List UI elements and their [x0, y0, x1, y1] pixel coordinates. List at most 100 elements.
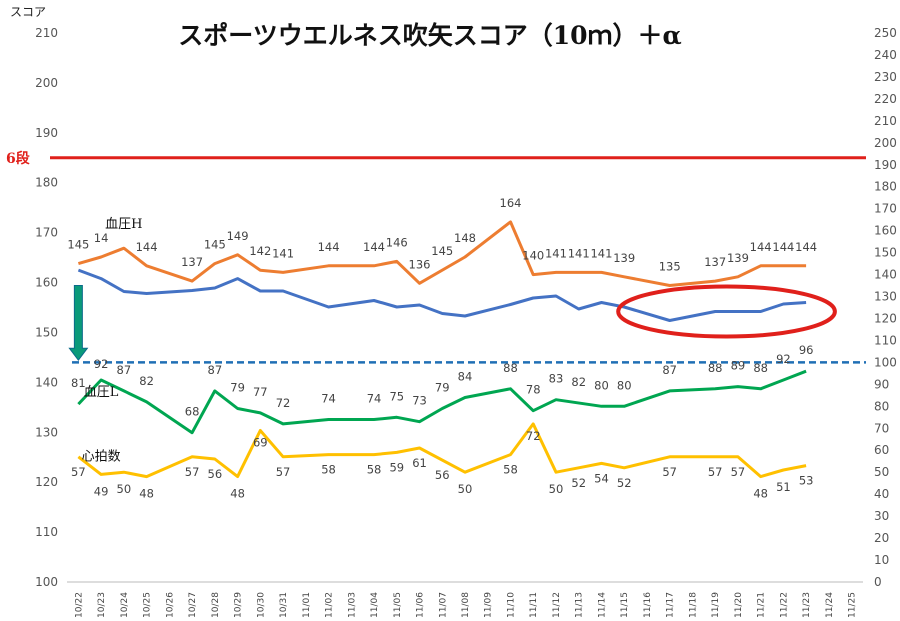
data-label: 50: [458, 482, 473, 496]
y-right-tick-label: 20: [874, 531, 889, 545]
data-label: 73: [412, 394, 427, 408]
data-label: 88: [503, 361, 518, 375]
x-tick-label: 10/28: [211, 592, 221, 618]
data-label: 139: [613, 251, 635, 265]
x-tick-label: 11/10: [506, 592, 516, 618]
y-left-tick-label: 150: [35, 325, 58, 339]
data-label: 58: [367, 463, 382, 477]
y-right-tick-label: 30: [874, 509, 889, 523]
data-label: 136: [409, 257, 431, 271]
x-tick-label: 11/12: [552, 592, 562, 618]
data-label: 141: [272, 246, 294, 260]
down-arrow-icon: [68, 285, 89, 362]
series-line: [77, 220, 807, 287]
y-right-tick-label: 70: [874, 421, 889, 435]
data-label: 135: [659, 260, 681, 274]
x-tick-label: 11/20: [734, 592, 744, 618]
y-right-tick-label: 130: [874, 290, 897, 304]
data-label: 48: [753, 487, 768, 501]
y-left-tick-label: 140: [35, 375, 58, 389]
data-label: 56: [435, 468, 450, 482]
x-tick-label: 11/04: [370, 592, 380, 618]
data-label: 68: [185, 405, 200, 419]
data-label: 56: [208, 467, 223, 481]
data-label: 141: [545, 246, 567, 260]
data-label: 141: [568, 246, 590, 260]
x-tick-label: 11/17: [666, 592, 676, 618]
data-label: 50: [549, 482, 564, 496]
reference-lines: 6段: [6, 150, 866, 364]
x-tick-label: 11/19: [711, 592, 721, 618]
y-right-tick-label: 180: [874, 180, 897, 194]
data-label: 88: [708, 361, 723, 375]
data-label: 137: [704, 255, 726, 269]
data-label: 139: [727, 251, 749, 265]
data-label: 87: [117, 363, 132, 377]
data-label: 89: [731, 359, 746, 373]
data-label: 92: [94, 357, 109, 371]
y-left-tick-label: 190: [35, 126, 58, 140]
data-label: 149: [227, 229, 249, 243]
x-tick-label: 11/25: [848, 592, 858, 618]
data-label: 48: [139, 487, 154, 501]
series-line: [77, 422, 807, 479]
data-label: 145: [431, 244, 453, 258]
data-label: 57: [662, 465, 677, 479]
data-label: 144: [136, 240, 158, 254]
y-right-tick-label: 200: [874, 136, 897, 150]
data-label: 57: [731, 465, 746, 479]
y-left-tick-label: 110: [35, 525, 58, 539]
x-tick-label: 11/06: [416, 592, 426, 618]
x-tick-label: 11/01: [302, 592, 312, 618]
y-left-tick-label: 130: [35, 425, 58, 439]
chart-title: スポーツウエルネス吹矢スコア（10ｍ）＋α: [178, 21, 682, 50]
data-label: 92: [776, 352, 791, 366]
data-label: 74: [367, 391, 382, 405]
data-label: 57: [708, 465, 723, 479]
y-right-tick-label: 210: [874, 114, 897, 128]
series-name-label: 心拍数: [82, 449, 121, 464]
y-right-tick-label: 100: [874, 355, 897, 369]
data-label: 80: [617, 378, 632, 392]
y-right-tick-label: 190: [874, 158, 897, 172]
x-tick-label: 10/27: [188, 592, 198, 618]
x-tick-label: 10/26: [165, 592, 175, 618]
data-label: 59: [389, 460, 404, 474]
data-label: 140: [522, 249, 544, 263]
x-tick-label: 11/15: [620, 592, 630, 618]
data-label: 141: [590, 246, 612, 260]
y-left-tick-label: 120: [35, 475, 58, 489]
data-label: 82: [139, 374, 154, 388]
data-label: 79: [435, 381, 450, 395]
x-tick-label: 11/18: [688, 592, 698, 618]
data-label: 96: [799, 343, 814, 357]
data-label: 52: [571, 476, 586, 490]
data-label: 144: [318, 240, 340, 254]
axes: 100 110 120 130 140 150 160 170 180 190 200 210 0 10 2…: [35, 26, 897, 618]
x-tick-label: 10/23: [97, 592, 107, 618]
reference-line-label: 6段: [6, 150, 30, 167]
data-label: 75: [389, 389, 404, 403]
y-right-tick-label: 250: [874, 26, 897, 40]
data-label: 144: [795, 240, 817, 254]
data-label: 50: [117, 482, 132, 496]
y-right-tick-label: 150: [874, 246, 897, 260]
y-left-tick-label: 180: [35, 176, 58, 190]
y-right-tick-label: 40: [874, 487, 889, 501]
data-label: 74: [321, 391, 336, 405]
x-tick-label: 11/11: [529, 592, 539, 618]
x-tick-label: 11/03: [347, 592, 357, 618]
y-right-tick-label: 110: [874, 333, 897, 347]
y-left-tick-label: 100: [35, 575, 58, 589]
x-tick-label: 11/14: [597, 592, 607, 618]
y-left-tick-label: 210: [35, 26, 58, 40]
data-label: 164: [500, 196, 522, 210]
data-label: 57: [276, 465, 291, 479]
x-tick-label: 10/24: [120, 592, 130, 618]
series-line: [77, 369, 807, 435]
data-label: 49: [94, 484, 109, 498]
data-label: 87: [208, 363, 223, 377]
data-label: 80: [594, 378, 609, 392]
